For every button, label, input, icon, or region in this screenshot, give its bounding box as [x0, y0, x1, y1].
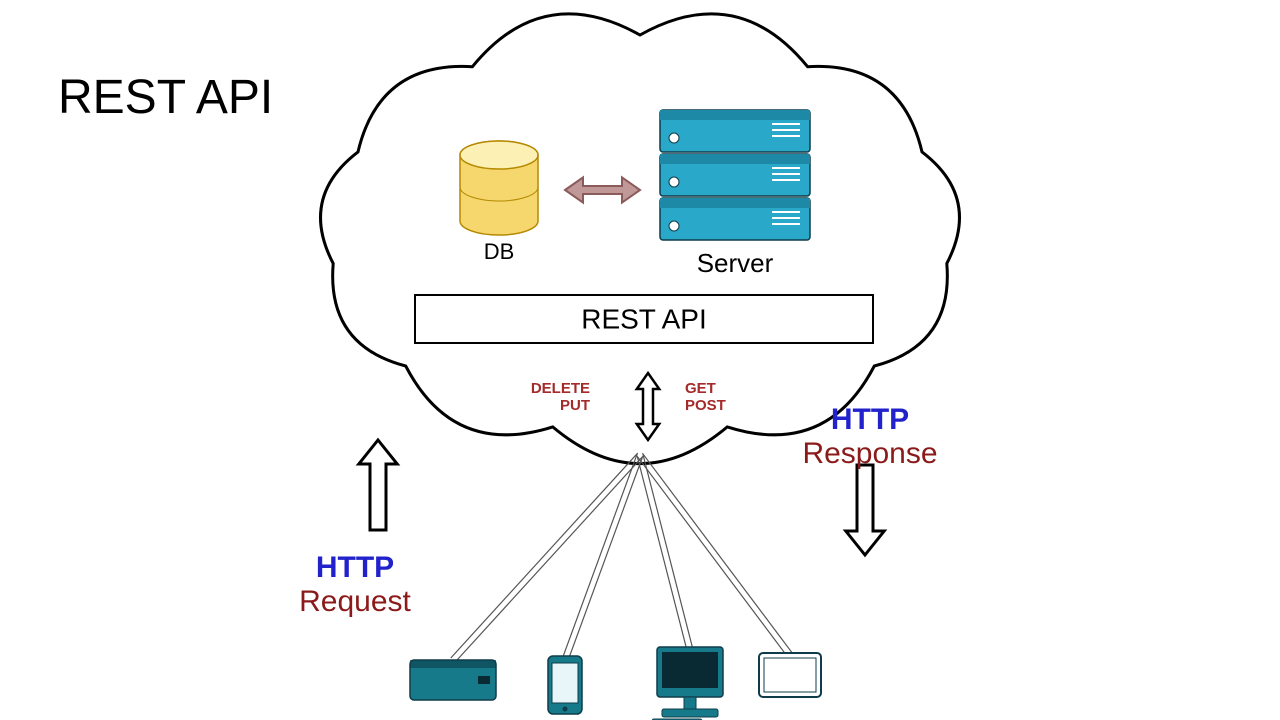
diagram-svg: REST API [0, 0, 1280, 720]
settop-box-icon [410, 660, 496, 700]
http-verbs-left: DELETEPUT [530, 380, 590, 414]
server-stack-icon [660, 110, 810, 240]
cloud-icon [321, 14, 960, 464]
diagram-stage: REST API REST API DB Server [0, 0, 1280, 720]
http-request-label: HTTP Request [275, 551, 435, 619]
database-icon [460, 141, 538, 235]
http-request-arrow-icon [359, 440, 397, 530]
http-verbs-right: GETPOST [685, 380, 745, 414]
http-response-line2: Response [802, 437, 937, 470]
http-response-arrow-icon [846, 465, 884, 555]
rest-api-box: REST API [415, 295, 873, 343]
server-label: Server [675, 248, 795, 279]
rest-api-box-label: REST API [581, 303, 707, 334]
phone-icon [548, 656, 582, 714]
desktop-icon [652, 647, 723, 720]
http-response-line1: HTTP [831, 403, 909, 436]
http-request-line1: HTTP [316, 551, 394, 584]
http-request-line2: Request [299, 585, 411, 618]
database-label: DB [469, 239, 529, 265]
tablet-icon [759, 653, 821, 697]
http-response-label: HTTP Response [780, 403, 960, 471]
fanout-lines [451, 453, 793, 662]
